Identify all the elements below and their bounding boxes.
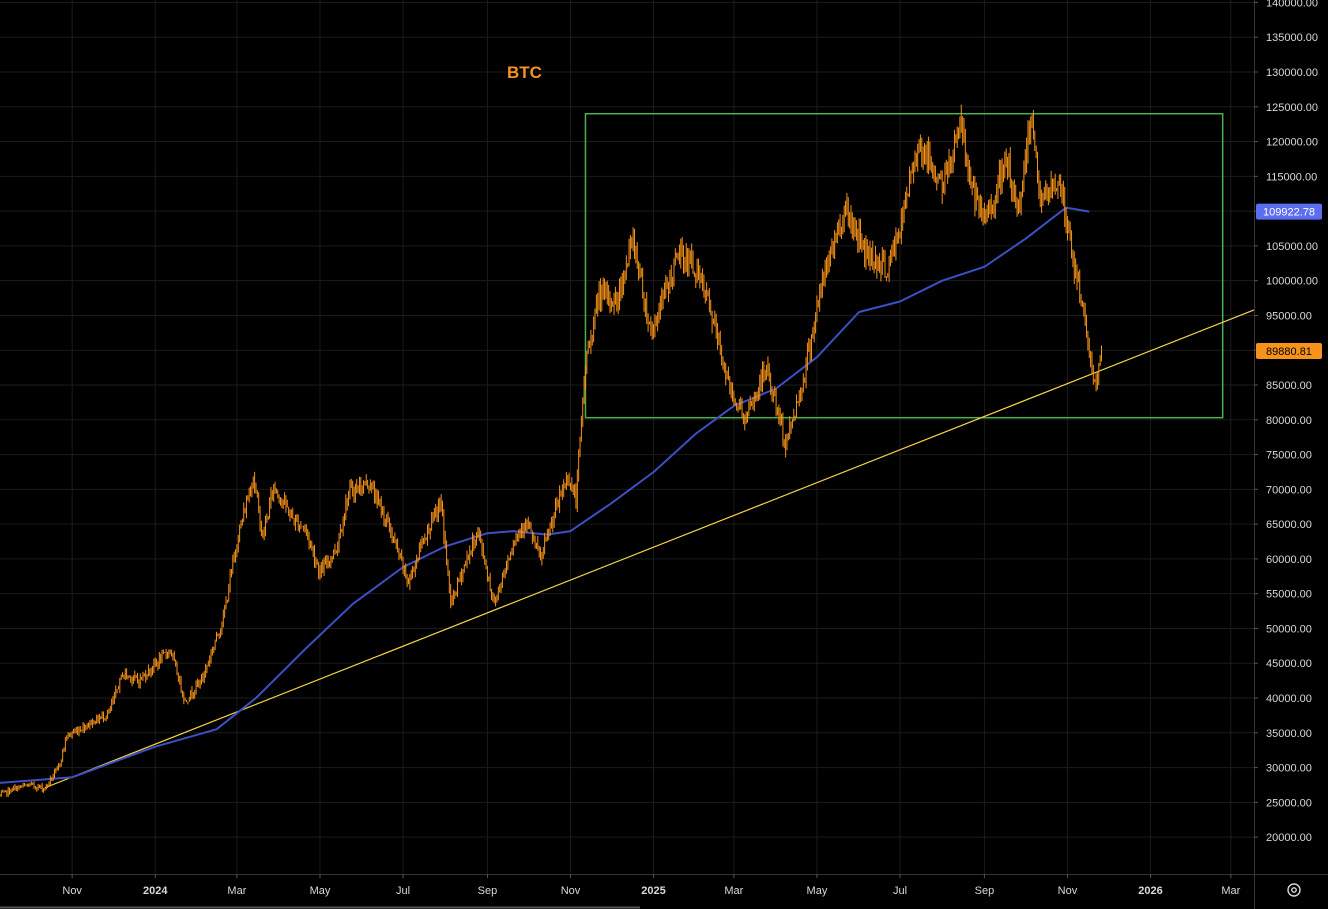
y-tick-label: 130000.00 (1266, 67, 1318, 79)
x-tick-label: Mar (724, 885, 743, 897)
y-tick-label: 40000.00 (1266, 693, 1312, 705)
y-tick-label: 135000.00 (1266, 32, 1318, 44)
y-tick-label: 20000.00 (1266, 832, 1312, 844)
symbol-label: BTC (507, 63, 542, 82)
price-label-tag (1256, 203, 1322, 220)
y-tick-label: 100000.00 (1266, 276, 1318, 288)
y-tick-label: 50000.00 (1266, 623, 1312, 635)
y-tick-label: 25000.00 (1266, 797, 1312, 809)
y-tick-label: 70000.00 (1266, 484, 1312, 496)
x-tick-label: Mar (227, 885, 246, 897)
price-label-tag (1256, 343, 1322, 360)
range-rectangle[interactable] (584, 112, 1224, 419)
drawings[interactable] (44, 112, 1255, 789)
price-series (0, 104, 1103, 798)
y-tick-label: 120000.00 (1266, 137, 1318, 149)
y-tick-label: 105000.00 (1266, 241, 1318, 253)
y-tick-label: 80000.00 (1266, 415, 1312, 427)
x-tick-label: Mar (1221, 885, 1240, 897)
price-label-text: 89880.81 (1266, 346, 1312, 358)
y-tick-label: 125000.00 (1266, 102, 1318, 114)
x-tick-label: 2024 (143, 885, 168, 897)
y-tick-label: 45000.00 (1266, 658, 1312, 670)
x-axis-labels[interactable]: Nov 2024 Mar May Jul Sep Nov 2025 Mar May Jul Sep No… (62, 874, 1241, 897)
grid (0, 0, 1254, 874)
x-tick-label: Sep (975, 885, 995, 897)
y-tick-label: 35000.00 (1266, 728, 1312, 740)
gear-icon (1287, 883, 1301, 897)
x-tick-label: Nov (62, 885, 82, 897)
y-tick-label: 140000.00 (1266, 0, 1318, 9)
x-tick-label: Nov (1058, 885, 1078, 897)
trend-line[interactable] (44, 309, 1255, 789)
moving-average-series (0, 206, 1090, 784)
y-tick-label: 55000.00 (1266, 589, 1312, 601)
y-tick-label: 65000.00 (1266, 519, 1312, 531)
x-tick-label: 2026 (1138, 885, 1162, 897)
y-tick-label: 115000.00 (1266, 171, 1317, 183)
x-tick-label: Jul (396, 885, 410, 897)
settings-gear-button[interactable] (1284, 880, 1304, 900)
price-labels: 109922.78 89880.81 (1256, 203, 1322, 360)
x-tick-label: 2025 (641, 885, 665, 897)
y-tick-label: 30000.00 (1266, 763, 1312, 775)
x-tick-label: May (807, 885, 828, 897)
y-tick-label: 75000.00 (1266, 450, 1312, 462)
x-tick-label: Jul (893, 885, 907, 897)
y-tick-label: 60000.00 (1266, 554, 1312, 566)
x-tick-label: Sep (478, 885, 498, 897)
y-tick-label: 85000.00 (1266, 380, 1312, 392)
price-label-text: 109922.78 (1263, 207, 1315, 219)
y-tick-label: 95000.00 (1266, 310, 1312, 322)
moving-average-line (0, 206, 1090, 784)
x-tick-label: May (310, 885, 331, 897)
x-tick-label: Nov (561, 885, 581, 897)
